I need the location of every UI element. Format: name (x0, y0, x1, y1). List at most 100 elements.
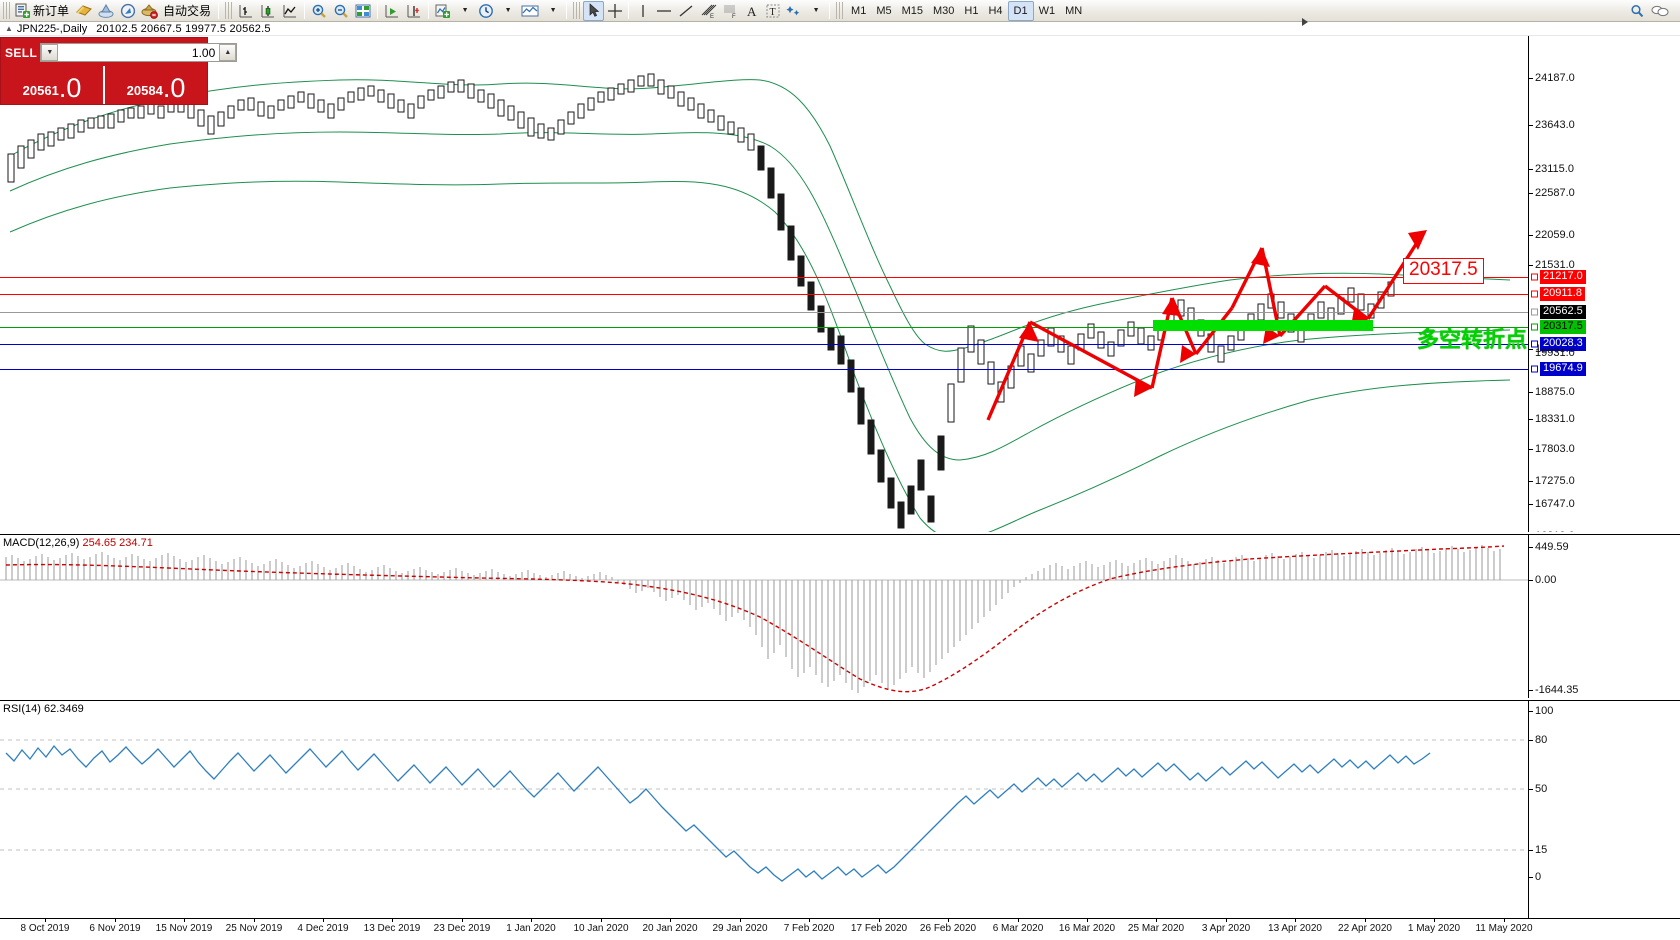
rsi-pane[interactable]: RSI(14) 62.3469 100 80 50 15 0 (0, 700, 1680, 918)
date-tickmark (531, 919, 532, 922)
macd-plot-area[interactable] (0, 535, 1528, 698)
autotrading-label: 自动交易 (163, 4, 212, 18)
period-button[interactable] (475, 1, 497, 21)
price-level-handle-4[interactable] (1531, 340, 1538, 348)
price-plot-area[interactable] (0, 36, 1528, 532)
text-label-button[interactable]: T (762, 1, 783, 21)
line-chart-button[interactable] (279, 1, 301, 21)
date-axis[interactable]: 8 Oct 2019 6 Nov 2019 15 Nov 2019 25 Nov 20… (0, 918, 1680, 940)
rsi-axis-tick-4: 0 (1535, 871, 1542, 883)
price-level-label-20911.8[interactable]: 20911.8 (1540, 287, 1585, 301)
zoom-out-button[interactable] (330, 1, 352, 21)
trendline-button[interactable] (675, 1, 697, 21)
indicators-dropdown[interactable]: ▼ (454, 1, 475, 21)
price-level-label-20562.5[interactable]: 20562.5 (1540, 305, 1586, 319)
date-tickmark (392, 919, 393, 922)
bar-chart-button[interactable] (235, 1, 257, 21)
channel-button[interactable]: F (719, 1, 741, 21)
buy-button[interactable]: 20584.0 (105, 64, 207, 104)
date-tickmark (323, 919, 324, 922)
chat-button[interactable] (1648, 1, 1672, 21)
navigator-button[interactable] (117, 1, 139, 21)
crosshair-button[interactable] (604, 1, 625, 21)
date-label-6: 23 Dec 2019 (433, 923, 491, 934)
new-order-button[interactable]: 新订单 (13, 1, 73, 21)
price-level-handle-2[interactable] (1531, 308, 1538, 316)
templates-button[interactable] (518, 1, 542, 21)
macd-pane[interactable]: MACD(12,26,9) 254.65 234.71 449.59 0.00 -1… (0, 534, 1680, 698)
timeframe-m1[interactable]: M1 (851, 4, 867, 17)
price-axis-tick-2: 23115.0 (1535, 163, 1574, 175)
timeframe-m15[interactable]: M15 (901, 4, 923, 17)
timeframe-h1[interactable]: H1 (964, 4, 979, 17)
tile-windows-button[interactable] (352, 1, 374, 21)
chevron-down-icon: ▼ (504, 7, 512, 14)
toolbar-grip[interactable] (3, 2, 10, 19)
autotrading-button[interactable]: 自动交易 (161, 1, 215, 21)
macd-axis-tickmark (1529, 580, 1533, 581)
level-line-19674[interactable] (0, 369, 1528, 370)
level-line-20317[interactable] (0, 327, 1528, 328)
resistance-zone-bar[interactable] (1153, 320, 1373, 331)
level-line-20911[interactable] (0, 294, 1528, 295)
rsi-plot-area[interactable] (0, 701, 1528, 918)
timeframe-m5[interactable]: M5 (876, 4, 892, 17)
level-line-20028[interactable] (0, 344, 1528, 345)
date-label-21: 11 May 2020 (1475, 923, 1533, 934)
annotation-price-box[interactable]: 20317.5 (1403, 258, 1484, 284)
price-axis-tick-4: 22059.0 (1535, 229, 1575, 241)
macd-svg (0, 545, 1528, 693)
volume-decrement-icon[interactable]: ▼ (41, 44, 59, 61)
chart-scroll-handle[interactable] (1302, 18, 1310, 26)
price-level-handle-3[interactable] (1531, 323, 1538, 331)
terminal-button[interactable] (95, 1, 117, 21)
horizontal-line-button[interactable] (653, 1, 675, 21)
price-level-handle-1[interactable] (1531, 290, 1538, 298)
market-watch-button[interactable] (139, 1, 161, 21)
projection-arrows[interactable] (0, 36, 1528, 532)
search-button[interactable] (1626, 1, 1648, 21)
annotation-chinese-note[interactable]: 多空转折点 (1417, 328, 1528, 353)
candlestick-chart-button[interactable] (257, 1, 279, 21)
timeframe-mn[interactable]: MN (1065, 4, 1083, 17)
timeframe-d1[interactable]: D1 (1007, 0, 1034, 21)
auto-scroll-button[interactable] (403, 1, 425, 21)
macd-values: 254.65 234.71 (82, 537, 153, 549)
shapes-button[interactable] (783, 1, 805, 21)
macd-axis[interactable]: 449.59 0.00 -1644.35 (1528, 535, 1680, 698)
timeframe-h4[interactable]: H4 (988, 4, 1003, 17)
level-line-21217[interactable] (0, 277, 1528, 278)
price-level-label-20028.3[interactable]: 20028.3 (1540, 337, 1586, 351)
period-dropdown[interactable]: ▼ (497, 1, 518, 21)
price-level-label-20317.5[interactable]: 20317.5 (1540, 320, 1586, 334)
toolbar-grip-2[interactable] (225, 2, 233, 19)
collapse-icon[interactable]: ▲ (5, 24, 13, 33)
rsi-axis[interactable]: 100 80 50 15 0 (1528, 701, 1680, 918)
zoom-in-button[interactable] (308, 1, 330, 21)
price-level-handle-0[interactable] (1531, 273, 1538, 281)
volume-increment-icon[interactable]: ▲ (219, 44, 237, 61)
vertical-line-button[interactable] (632, 1, 653, 21)
price-chart-pane[interactable]: 24187.0 23643.0 23115.0 22587.0 22059.0 21531… (0, 36, 1680, 532)
expert-advisors-button[interactable] (73, 1, 95, 21)
price-axis[interactable]: 24187.0 23643.0 23115.0 22587.0 22059.0 21531… (1528, 36, 1680, 532)
chart-shift-button[interactable] (381, 1, 403, 21)
toolbar-grip-4[interactable] (836, 2, 844, 19)
timeframe-w1[interactable]: W1 (1038, 4, 1056, 17)
indicators-button[interactable] (432, 1, 454, 21)
date-label-17: 3 Apr 2020 (1201, 923, 1251, 934)
volume-stepper[interactable]: ▼▲ (40, 43, 238, 62)
cursor-button[interactable] (583, 0, 605, 21)
toolbar-grip-3[interactable] (573, 2, 581, 19)
volume-input[interactable] (58, 44, 220, 61)
timeframe-m30[interactable]: M30 (933, 4, 955, 17)
price-level-handle-6[interactable] (1531, 365, 1538, 373)
fibonacci-button[interactable]: E (697, 1, 719, 21)
price-level-label-19674.9[interactable]: 19674.9 (1540, 362, 1586, 376)
shapes-dropdown[interactable]: ▼ (805, 1, 826, 21)
sell-button[interactable]: 20561.0 (1, 64, 103, 104)
templates-dropdown[interactable]: ▼ (542, 1, 563, 21)
text-button[interactable]: A (741, 1, 762, 21)
price-level-label-21217.0[interactable]: 21217.0 (1540, 270, 1586, 284)
